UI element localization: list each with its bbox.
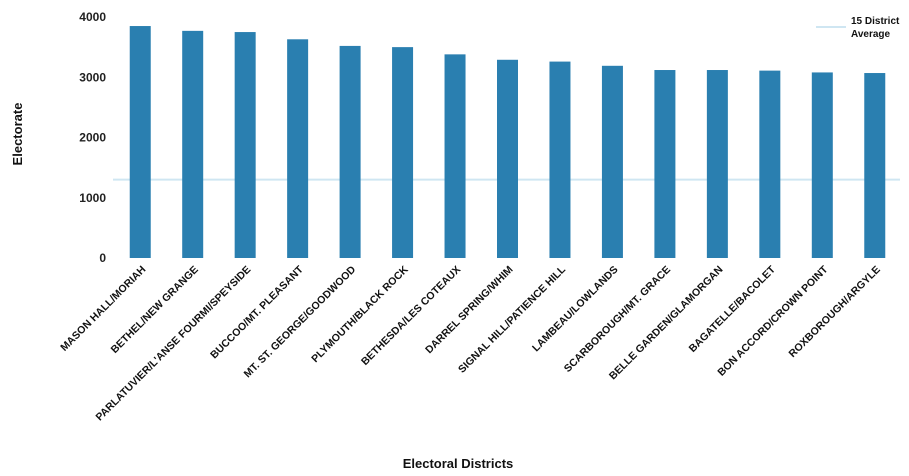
x-tick-label: DARREL SPRING/WHIM [423, 263, 516, 356]
bar [444, 54, 466, 259]
bar [392, 47, 414, 258]
bar [811, 72, 833, 259]
x-tick-label: LAMBEAU/LOWLANDS [530, 264, 621, 355]
x-tick-label: BETHEL/NEW GRANGE [109, 264, 201, 356]
x-tick-label: PLYMOUTH/BLACK ROCK [309, 263, 411, 365]
x-tick-label: SIGNAL HILL/PATIENCE HILL [456, 263, 568, 375]
bar [234, 32, 256, 258]
x-tick-label: BELLE GARDEN/GLAMORGAN [607, 264, 726, 383]
legend: 15 District Average [816, 16, 900, 40]
y-tick-label: 0 [99, 251, 106, 265]
x-tick-label: BAGATELLE/BACOLET [687, 263, 779, 355]
y-axis-title: Electorate [10, 103, 25, 166]
x-tick-label: BON ACCORD/CROWN POINT [715, 263, 830, 378]
y-tick-label: 2000 [79, 131, 106, 145]
x-tick-label: ROXBOROUGH/ARGYLE [787, 264, 883, 360]
x-tick-label: SCARBOROUGH/MT. GRACE [562, 264, 673, 375]
y-tick-label: 3000 [79, 70, 106, 84]
bar [497, 59, 518, 259]
bar [129, 26, 151, 258]
legend-label: 15 District [851, 16, 900, 27]
bar [549, 61, 571, 259]
bar [287, 39, 309, 259]
bar [759, 70, 781, 258]
x-axis-title: Electoral Districts [403, 456, 514, 471]
bar [339, 45, 361, 258]
y-tick-label: 1000 [79, 191, 106, 205]
bar [601, 65, 623, 259]
x-tick-label: MASON HALL/MORIAH [58, 264, 148, 354]
x-tick-label: BETHESDA/LES COTEAUX [359, 264, 463, 368]
bar [182, 30, 204, 259]
x-tick-label: BUCCOO/MT. PLEASANT [208, 263, 306, 361]
bar [864, 73, 886, 258]
bars [129, 26, 886, 259]
legend-label: Average [851, 29, 891, 40]
bar [706, 70, 728, 259]
y-tick-label: 4000 [79, 10, 106, 24]
x-tick-label: MT. ST. GEORGE/GOODWOOD [242, 263, 359, 380]
bar [654, 70, 676, 259]
y-axis-ticks: 0 1000 2000 3000 4000 [79, 10, 106, 265]
